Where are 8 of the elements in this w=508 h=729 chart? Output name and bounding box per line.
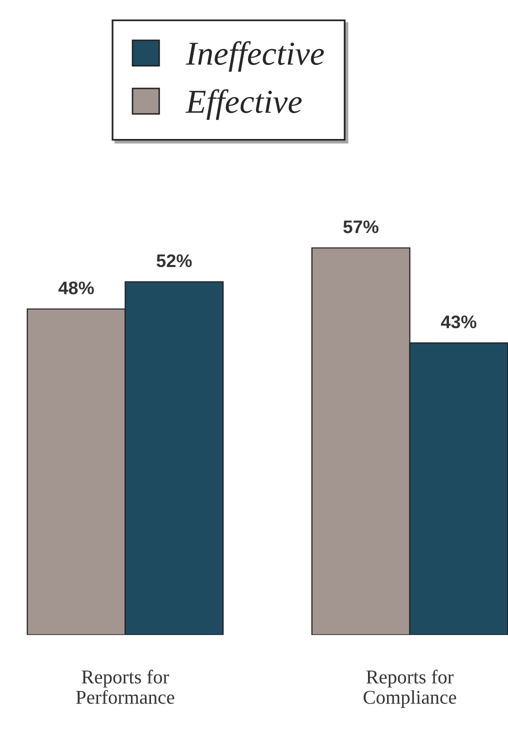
data-label: 57%	[343, 220, 378, 234]
legend-label: Ineffective	[186, 41, 324, 72]
data-label: 52%	[156, 254, 192, 268]
data-label: 48%	[58, 282, 94, 294]
x-tick-label: Reports for Compliance	[364, 670, 456, 708]
legend-label: Effective	[185, 89, 302, 120]
data-label: 43%	[440, 315, 476, 328]
x-tick-label: Reports for Performance	[76, 670, 174, 704]
